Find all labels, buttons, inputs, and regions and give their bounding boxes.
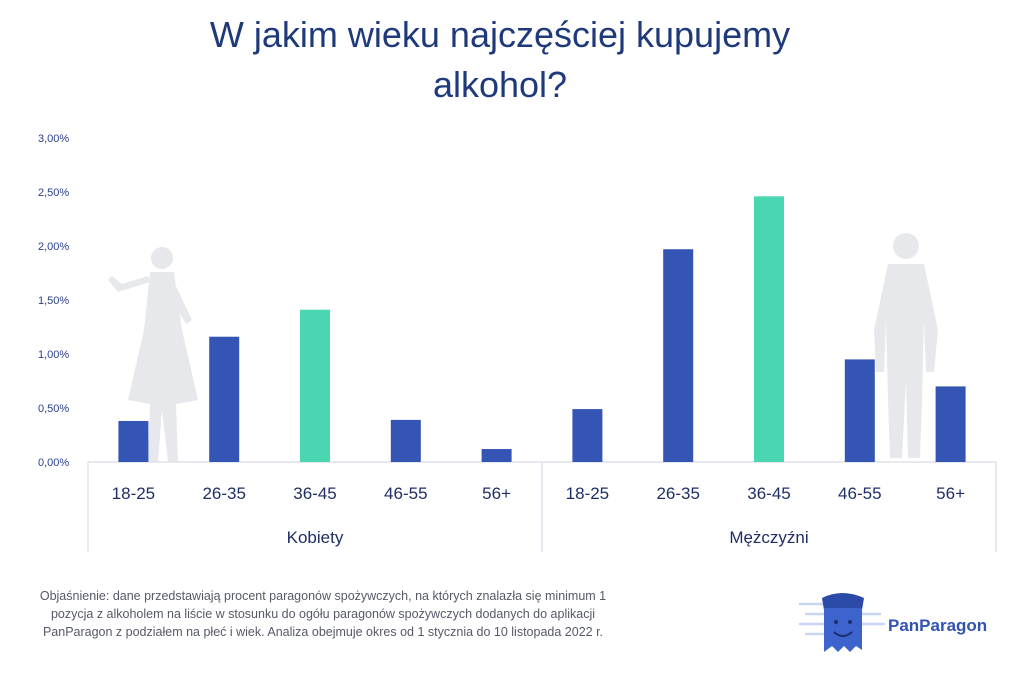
x-category-label: 36-45 [293,484,336,503]
y-tick-label: 3,00% [38,133,69,145]
group-label: Kobiety [287,528,344,547]
x-category-label: 36-45 [747,484,790,503]
y-tick-label: 2,00% [38,241,69,253]
axis-labels: 0,00% 0,50% 1,00% 1,50% 2,00% 2,50% 3,00% 18-25… [38,133,965,547]
axes [87,461,997,552]
bar [481,449,512,462]
x-category-label: 46-55 [384,484,427,503]
man-silhouette-icon [874,233,938,458]
x-category-label: 26-35 [656,484,699,503]
bar [663,249,694,462]
bar [390,419,421,462]
brand-name: PanParagon [888,616,988,635]
bars [118,196,966,462]
bar [754,196,784,462]
bar [844,359,875,462]
x-category-label: 26-35 [202,484,245,503]
title-line-2: alkohol? [432,64,568,105]
x-category-label: 56+ [936,484,965,503]
x-category-label: 18-25 [566,484,609,503]
y-tick-label: 1,50% [38,295,69,307]
group-label: Mężczyźni [729,528,808,547]
woman-silhouette-icon [108,247,198,462]
bar [935,386,966,462]
bar [300,309,330,462]
panparagon-logo [798,593,886,652]
chart-title: W jakim wieku najczęściej kupujemy alkoh… [0,10,1000,110]
x-category-label: 18-25 [112,484,155,503]
y-tick-label: 0,00% [38,457,69,469]
x-category-label: 56+ [482,484,511,503]
y-tick-label: 1,00% [38,349,69,361]
footnote: Objaśnienie: dane przedstawiają procent … [39,589,607,639]
bar [209,336,240,462]
bar [118,420,149,462]
bar-chart: 0,00% 0,50% 1,00% 1,50% 2,00% 2,50% 3,00% 18-25… [38,133,997,552]
y-tick-label: 2,50% [38,187,69,199]
y-tick-label: 0,50% [38,403,69,415]
bar [572,409,603,462]
title-line-1: W jakim wieku najczęściej kupujemy [209,14,791,55]
x-category-label: 46-55 [838,484,881,503]
